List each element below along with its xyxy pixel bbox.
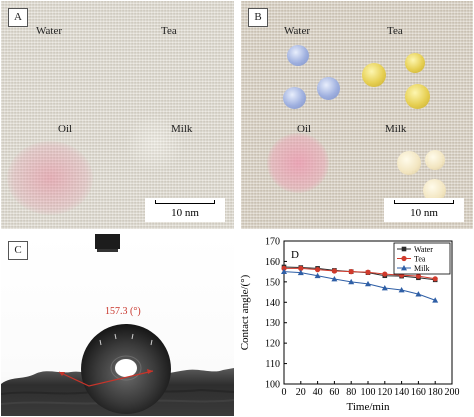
legend-label: Water: [414, 245, 433, 254]
scale-label: 10 nm: [171, 207, 199, 219]
x-tick-label: 60: [329, 387, 339, 398]
series-line-milk: [283, 271, 436, 301]
label-oil: Oil: [297, 123, 312, 135]
label-water: Water: [36, 25, 62, 37]
y-tick-label: 150: [265, 277, 280, 288]
oil-stain: [7, 141, 93, 215]
data-point-milk: [398, 287, 405, 293]
x-tick-label: 80: [346, 387, 356, 398]
x-tick-label: 200: [445, 387, 460, 398]
panel-tag: B: [248, 8, 268, 27]
label-tea: Tea: [387, 25, 403, 37]
milk-droplet: [397, 151, 421, 175]
data-point-milk: [432, 297, 439, 303]
x-tick-label: 0: [282, 387, 287, 398]
data-point-milk: [348, 278, 355, 285]
data-point-tea: [365, 269, 371, 275]
data-point-tea: [298, 265, 304, 271]
data-point-tea: [281, 265, 287, 271]
milk-stain: [125, 113, 185, 173]
x-tick-label: 40: [313, 387, 323, 398]
legend-label: Tea: [414, 255, 426, 264]
legend-marker: [401, 255, 407, 262]
panel-tag: C: [8, 241, 28, 260]
data-point-tea: [415, 273, 421, 279]
data-point-milk: [381, 284, 388, 291]
data-point-milk: [415, 291, 422, 297]
data-point-milk: [314, 272, 321, 279]
y-tick-label: 140: [265, 298, 280, 309]
contact-angle-value: 157.3 (°): [105, 306, 141, 317]
scale-label: 10 nm: [410, 207, 438, 219]
label-milk: Milk: [385, 123, 407, 135]
label-milk: Milk: [171, 123, 193, 135]
milk-droplet: [425, 150, 445, 170]
label-tea: Tea: [161, 25, 177, 37]
water-droplet: [283, 87, 306, 109]
y-tick-label: 120: [265, 339, 280, 350]
line-chart: 0 20 40 60 80 100 120 140 160 180 2001001101201301…: [239, 237, 460, 414]
legend-label: Milk: [414, 264, 430, 273]
label-oil: Oil: [58, 123, 73, 135]
water-droplet: [317, 77, 340, 100]
panel-d-contact-angle-chart: 0 20 40 60 80 100 120 140 160 180 200 100 110 120 130 1…: [234, 234, 474, 417]
x-tick-label: 20: [296, 387, 306, 398]
data-point-milk: [365, 280, 371, 287]
y-tick-label: 160: [265, 257, 280, 268]
x-tick-label: 140: [394, 387, 409, 398]
y-tick-label: 170: [265, 237, 280, 248]
legend-marker: [401, 265, 407, 271]
x-axis-label: Time/min: [347, 401, 390, 413]
scale-bar: 10 nm: [145, 198, 225, 222]
tea-droplet: [405, 84, 430, 109]
x-tick-label: 180: [428, 387, 443, 398]
milk-droplet: [423, 179, 446, 202]
y-tick-label: 100: [265, 380, 280, 391]
y-tick-label: 110: [265, 359, 280, 370]
data-point-tea: [432, 276, 438, 282]
tea-droplet: [362, 63, 386, 87]
panel-b-photo: B Water Tea Oil Milk 10 nm: [241, 1, 473, 229]
data-point-tea: [315, 267, 321, 273]
panel-tag: D: [291, 249, 299, 261]
droplet-image: [1, 234, 234, 416]
panel-c-contact-angle-photo: C 157.3 (°): [1, 234, 234, 416]
legend-marker: [401, 246, 407, 252]
data-point-milk: [331, 275, 338, 282]
data-point-tea: [331, 268, 337, 274]
label-water: Water: [284, 25, 310, 37]
data-point-milk: [281, 268, 287, 275]
contact-angle-indicator: [58, 370, 154, 387]
series-line-tea: [284, 267, 436, 280]
x-tick-label: 120: [377, 387, 392, 398]
oil-stain: [267, 133, 329, 193]
y-tick-label: 130: [265, 318, 280, 329]
data-point-tea: [348, 269, 354, 275]
tea-droplet: [405, 53, 425, 73]
data-point-milk: [297, 269, 304, 276]
syringe-needle: [95, 234, 120, 249]
scale-bar: 10 nm: [384, 198, 464, 222]
y-axis-label: Contact angle/(°): [239, 274, 251, 350]
panel-a-photo: A Water Tea Oil Milk 10 nm: [1, 1, 234, 229]
x-tick-label: 100: [361, 387, 376, 398]
water-droplet: [287, 45, 309, 66]
data-point-tea: [382, 271, 388, 277]
panel-tag: A: [8, 8, 28, 27]
x-tick-label: 160: [411, 387, 426, 398]
